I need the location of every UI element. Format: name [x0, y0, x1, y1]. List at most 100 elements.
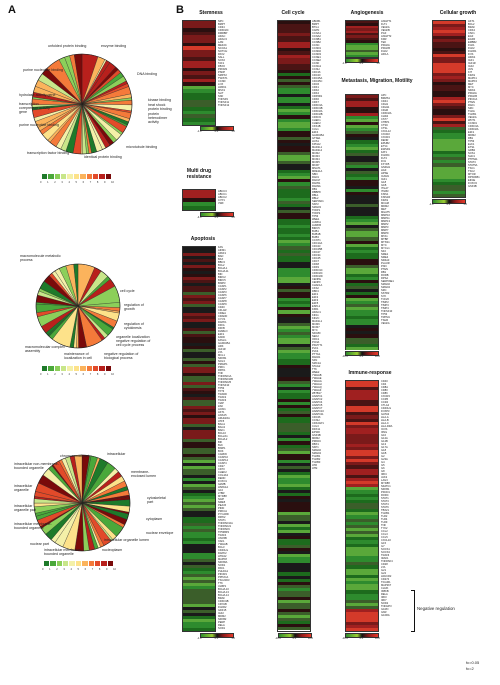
heatmap-cell — [183, 304, 215, 307]
footer-note-2: fc=2 — [466, 666, 474, 671]
heatmap-cell — [346, 527, 378, 531]
legend-swatch — [99, 366, 106, 371]
pie1-label-9: protein heterodimer activity — [148, 112, 168, 124]
heatmap-cell — [278, 301, 310, 305]
pie1-label-5: transcription corepressor activity gene — [19, 102, 50, 114]
heatmap-cell — [278, 447, 310, 451]
heatmap-cell — [278, 54, 310, 58]
heatmap-cell — [346, 402, 378, 406]
heatmap-cell — [183, 625, 215, 628]
heatmap-cell — [183, 194, 215, 198]
heatmap-cell — [346, 421, 378, 425]
heatmap-cell — [346, 459, 378, 463]
heatmap-cell — [278, 75, 310, 79]
heatmap-cell — [183, 607, 215, 610]
heatmap-cell — [346, 456, 378, 460]
heatmap-cell — [278, 599, 310, 603]
heatmap-title-growth: Cellular growth — [439, 10, 477, 16]
heatmap-cell — [278, 264, 310, 268]
heatmap-cell — [183, 475, 215, 478]
heatmap-cell — [278, 118, 310, 122]
pie2-label-2: regulation of growth — [124, 303, 144, 311]
heatmap-title-stemness: Stemness — [199, 10, 223, 16]
cbar-tick: 0.0 — [359, 355, 364, 358]
legend-swatch — [44, 561, 51, 566]
heatmap-cell — [346, 95, 378, 99]
heatmap-cell — [183, 280, 215, 283]
heatmap-cell — [278, 255, 310, 259]
heatmap-cell — [278, 453, 310, 457]
heatmap-cell — [183, 337, 215, 340]
heatmap-cell — [183, 544, 215, 547]
heatmap-cell — [183, 78, 215, 83]
heatmap-cell — [346, 54, 378, 58]
pie3-label-7: cytoplasm — [146, 517, 163, 521]
heatmap-cell — [346, 222, 378, 226]
heatmap-cell — [183, 571, 215, 574]
cbar-tick: -10.0 — [342, 637, 348, 640]
heatmap-title-angiogenesis: Angiogenesis — [350, 10, 384, 16]
heatmap-cell — [278, 225, 310, 229]
pie2-label-5: negative regulation of cell cycle proces… — [116, 339, 151, 347]
heatmap-cell — [278, 292, 310, 296]
heatmap-cell — [278, 139, 310, 143]
heatmap-cell — [346, 47, 378, 50]
heatmap-cell — [278, 520, 310, 524]
heatmap-cell — [346, 192, 378, 196]
heatmap-cell — [433, 30, 465, 34]
heatmap-cell — [346, 587, 378, 591]
negative-regulation-bracket — [411, 590, 415, 632]
cbar-tick: 1.0 — [463, 203, 467, 206]
heatmap-cell — [278, 468, 310, 472]
heatmap-cell — [278, 593, 310, 597]
heatmap-cell — [278, 465, 310, 469]
heatmap-cell — [346, 116, 378, 120]
heatmap-cell — [278, 295, 310, 299]
heatmap-cell — [183, 85, 215, 90]
heatmap-cell — [183, 322, 215, 325]
heatmap-cell — [346, 298, 378, 302]
heatmap-cell — [183, 397, 215, 400]
heatmap-stemness — [182, 20, 216, 126]
heatmap-cell — [346, 33, 378, 36]
heatmap-cell — [183, 206, 215, 210]
legend-swatch — [92, 174, 100, 179]
pie1-label-0: unfolded protein binding — [48, 44, 87, 48]
legend-swatch — [92, 366, 100, 371]
heatmap-growth-gene-labels: AKT1 BCL2 BRAF CDK4 CSF1 EGF EGFR ERBB2 … — [468, 20, 480, 188]
heatmap-cell — [278, 517, 310, 521]
panel-b-label: B — [176, 4, 184, 16]
heatmap-cell — [278, 414, 310, 418]
heatmap-cell — [183, 496, 215, 499]
heatmap-cell — [433, 184, 465, 188]
heatmap-cell — [433, 163, 465, 167]
heatmap-cell — [183, 484, 215, 487]
pie2-color-legend — [42, 366, 112, 371]
heatmap-cell — [183, 460, 215, 463]
heatmap-cell — [183, 538, 215, 541]
heatmap-cell — [183, 457, 215, 460]
heatmap-cell — [183, 370, 215, 373]
heatmap-cell — [346, 185, 378, 189]
heatmap-cell — [346, 496, 378, 500]
cbar-tick: 0.0 — [214, 216, 219, 219]
heatmap-cell — [433, 181, 465, 185]
pie1-label-10: transcription factor binding — [27, 151, 70, 155]
heatmap-cell — [278, 173, 310, 177]
heatmap-cell — [278, 429, 310, 433]
heatmap-cell — [346, 409, 378, 413]
pie3-label-12: nuclear part — [30, 542, 49, 546]
heatmap-cell — [183, 532, 215, 535]
heatmap-cell — [183, 283, 215, 286]
heatmap-cell — [278, 130, 310, 134]
heatmap-cell — [278, 164, 310, 168]
heatmap-cell — [346, 331, 378, 335]
legend-swatch — [61, 174, 68, 179]
heatmap-metastasis-colorbar-ticks: -10.0 0.0 10.0 — [342, 355, 380, 358]
heatmap-cell — [346, 412, 378, 416]
heatmap-cell — [346, 173, 378, 177]
heatmap-cell — [183, 103, 215, 108]
heatmap-cell — [183, 253, 215, 256]
legend-swatch — [42, 174, 49, 179]
cbar-tick: 1.0 — [376, 62, 380, 65]
